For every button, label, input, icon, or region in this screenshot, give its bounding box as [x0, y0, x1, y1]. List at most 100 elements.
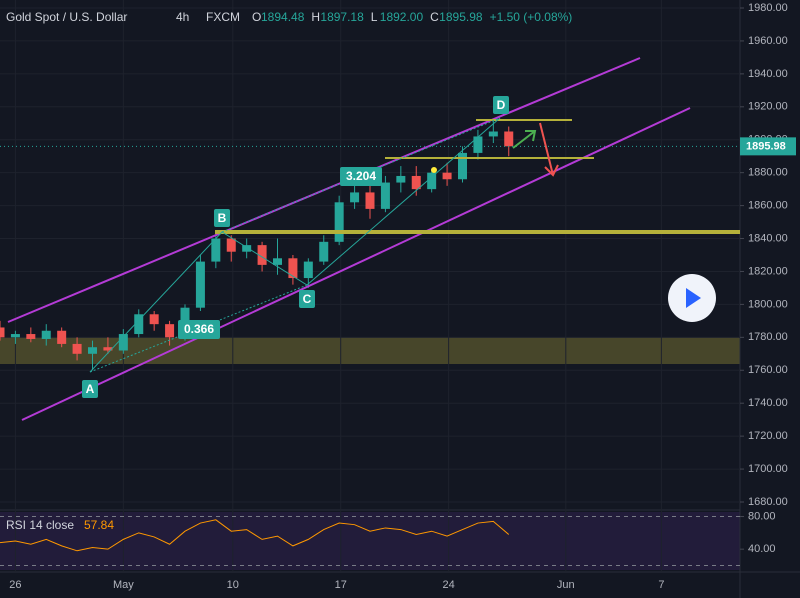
candle-body	[226, 238, 236, 252]
pattern-labels: A B C D 0.366 3.204	[82, 96, 509, 398]
interval: 4h	[176, 10, 189, 24]
header: Gold Spot / U.S. Dollar 4h FXCM RSI 14 c…	[6, 10, 240, 532]
last-price-tag	[740, 137, 796, 156]
candle	[195, 255, 205, 311]
rsi-line	[0, 519, 510, 552]
candle-body	[396, 175, 406, 183]
candle-body	[458, 152, 467, 180]
candle	[350, 185, 360, 209]
y-tick-label: 1800.00	[748, 298, 788, 310]
last-price-label: 1895.98	[746, 140, 786, 152]
x-tick-label: May	[113, 579, 134, 591]
x-tick-label: 24	[443, 579, 455, 591]
pattern-label: D	[497, 98, 506, 112]
channel-lower	[21, 107, 691, 421]
candle-body	[103, 347, 113, 351]
change: +1.50 (+0.08%)	[490, 10, 573, 24]
y-tick-label: 1720.00	[748, 430, 788, 442]
y-tick-label: 1740.00	[748, 397, 788, 409]
label-box	[178, 320, 220, 339]
candle-body	[334, 202, 344, 242]
ohlc-key: L	[371, 10, 378, 24]
y-tick-label: 1980.00	[748, 2, 788, 14]
candle	[242, 238, 252, 259]
candle-body	[427, 172, 437, 190]
candle	[226, 235, 236, 262]
candle-body	[134, 314, 144, 335]
candle-body	[195, 261, 205, 308]
ohlc-value: 1895.98	[439, 10, 483, 24]
candle-body	[319, 241, 329, 262]
y-tick-label: 1760.00	[748, 364, 788, 376]
arrow-up	[512, 130, 537, 149]
candle-body	[242, 245, 252, 252]
candle-body	[10, 334, 20, 338]
x-tick-label: 10	[227, 579, 239, 591]
candle	[334, 195, 344, 246]
candle	[319, 235, 329, 265]
point	[431, 167, 437, 173]
candle	[303, 258, 313, 288]
y-tick-label: 1680.00	[748, 496, 788, 508]
label-box	[82, 380, 98, 398]
candle	[396, 166, 406, 193]
candle	[72, 337, 82, 361]
candle-body	[350, 192, 360, 203]
y-tick-label: 1860.00	[748, 200, 788, 212]
candle	[103, 337, 113, 354]
candle-body	[211, 238, 221, 262]
candle-body	[380, 182, 390, 209]
pattern-label: B	[218, 211, 227, 225]
y-tick-label: 1700.00	[748, 463, 788, 475]
candle	[88, 340, 97, 371]
candle-body	[257, 245, 267, 265]
rsi-last: 57.84	[84, 518, 114, 532]
candle-body	[57, 330, 67, 344]
candle-body	[473, 136, 483, 153]
pattern-line	[89, 117, 501, 373]
candle-body	[165, 324, 175, 338]
candle	[0, 320, 5, 341]
symbol-title: Gold Spot / U.S. Dollar	[6, 10, 127, 24]
candle	[57, 327, 67, 348]
candle	[365, 185, 375, 219]
source: FXCM	[206, 10, 240, 24]
candle-body	[411, 175, 421, 190]
arrow-down	[539, 122, 559, 177]
candle-body	[72, 343, 82, 354]
candle	[458, 146, 467, 183]
candle	[380, 175, 390, 213]
candle	[134, 309, 144, 338]
candle-body	[0, 327, 5, 338]
y-tick-label: 1820.00	[748, 265, 788, 277]
candle-body	[149, 314, 159, 325]
candle	[26, 327, 36, 343]
play-icon[interactable]	[686, 288, 701, 308]
ohlc-key: O	[252, 10, 261, 24]
candle	[473, 129, 483, 160]
y-tick-label: 40.00	[748, 543, 776, 555]
channel-upper	[7, 57, 641, 323]
ohlc-key: H	[311, 10, 320, 24]
candle	[165, 320, 175, 346]
label-box	[493, 96, 509, 114]
ohlc-value: 1897.18	[320, 10, 364, 24]
x-tick-label: Jun	[557, 579, 575, 591]
candle	[10, 330, 20, 344]
y-tick-label: 80.00	[748, 510, 776, 522]
candle-body	[365, 192, 375, 209]
y-tick-label: 1920.00	[748, 101, 788, 113]
candle-body	[273, 258, 282, 265]
x-tick-label: 7	[658, 579, 664, 591]
candle	[427, 169, 437, 193]
x-tick-label: 17	[335, 579, 347, 591]
candle	[118, 329, 128, 354]
candle	[149, 310, 159, 331]
candle	[273, 238, 282, 275]
ohlc-key: C	[430, 10, 439, 24]
candle-body	[118, 334, 128, 351]
play-button[interactable]	[668, 274, 716, 322]
candle	[504, 126, 514, 157]
